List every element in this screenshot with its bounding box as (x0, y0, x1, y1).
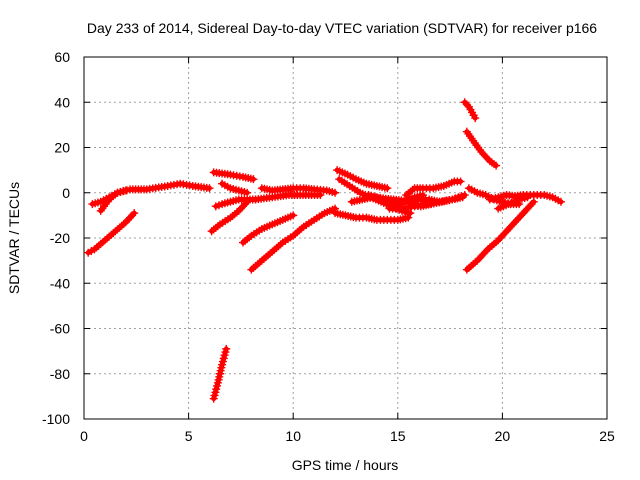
data-point (249, 175, 258, 184)
x-tick-label: 15 (390, 428, 406, 444)
series-track-09 (238, 211, 298, 247)
x-axis-label: GPS time / hours (292, 457, 399, 473)
series-track-23 (462, 197, 538, 274)
series-track-03 (96, 186, 130, 215)
series-track-12 (257, 184, 340, 197)
chart-title: Day 233 of 2014, Sidereal Day-to-day VTE… (87, 20, 597, 36)
data-point (406, 209, 415, 218)
series-track-21 (460, 98, 480, 123)
y-tick-label: -20 (50, 230, 70, 246)
series-track-22 (462, 127, 501, 170)
data-point (222, 344, 231, 353)
series-track-07 (209, 168, 258, 184)
data-point (456, 177, 465, 186)
series-track-19 (402, 177, 465, 200)
series-track-14 (333, 166, 392, 193)
data-point (458, 193, 467, 202)
data-series (84, 98, 565, 403)
y-tick-label: 0 (62, 185, 70, 201)
data-point (331, 188, 340, 197)
x-tick-label: 5 (185, 428, 193, 444)
data-point (556, 197, 565, 206)
data-point (243, 188, 252, 197)
y-tick-label: -60 (50, 321, 70, 337)
x-tick-label: 20 (495, 428, 511, 444)
y-tick-label: -80 (50, 366, 70, 382)
series-track-13 (331, 209, 413, 224)
series-track-06 (211, 195, 260, 211)
data-point (289, 211, 298, 220)
series-track-26 (494, 193, 532, 213)
y-tick-label: -100 (42, 411, 70, 427)
data-point (471, 114, 480, 123)
x-tick-label: 25 (599, 428, 615, 444)
data-point (121, 186, 130, 195)
data-point (130, 209, 139, 218)
axis-ticks (83, 56, 608, 420)
series-track-20 (406, 193, 467, 211)
data-point (492, 161, 501, 170)
y-tick-label: 20 (54, 140, 70, 156)
x-tick-label: 0 (80, 428, 88, 444)
series-track-01 (84, 209, 139, 257)
series-track-10 (247, 204, 340, 274)
y-tick-label: 40 (54, 94, 70, 110)
y-axis-label: SDTVAR / TECUs (6, 182, 22, 294)
x-tick-label: 10 (285, 428, 301, 444)
grid (84, 57, 607, 419)
series-track-08 (218, 179, 252, 197)
data-point (205, 184, 214, 193)
data-point (529, 197, 538, 206)
x-tick-labels: 0 5 10 15 20 25 (80, 428, 615, 444)
y-tick-label: 60 (54, 49, 70, 65)
data-point (383, 184, 392, 193)
data-point (523, 193, 532, 202)
y-tick-labels: -100 -80 -60 -40 -20 0 20 40 60 (42, 49, 70, 427)
series-track-05 (207, 197, 252, 236)
y-tick-label: -40 (50, 275, 70, 291)
series-track-04 (209, 344, 231, 403)
